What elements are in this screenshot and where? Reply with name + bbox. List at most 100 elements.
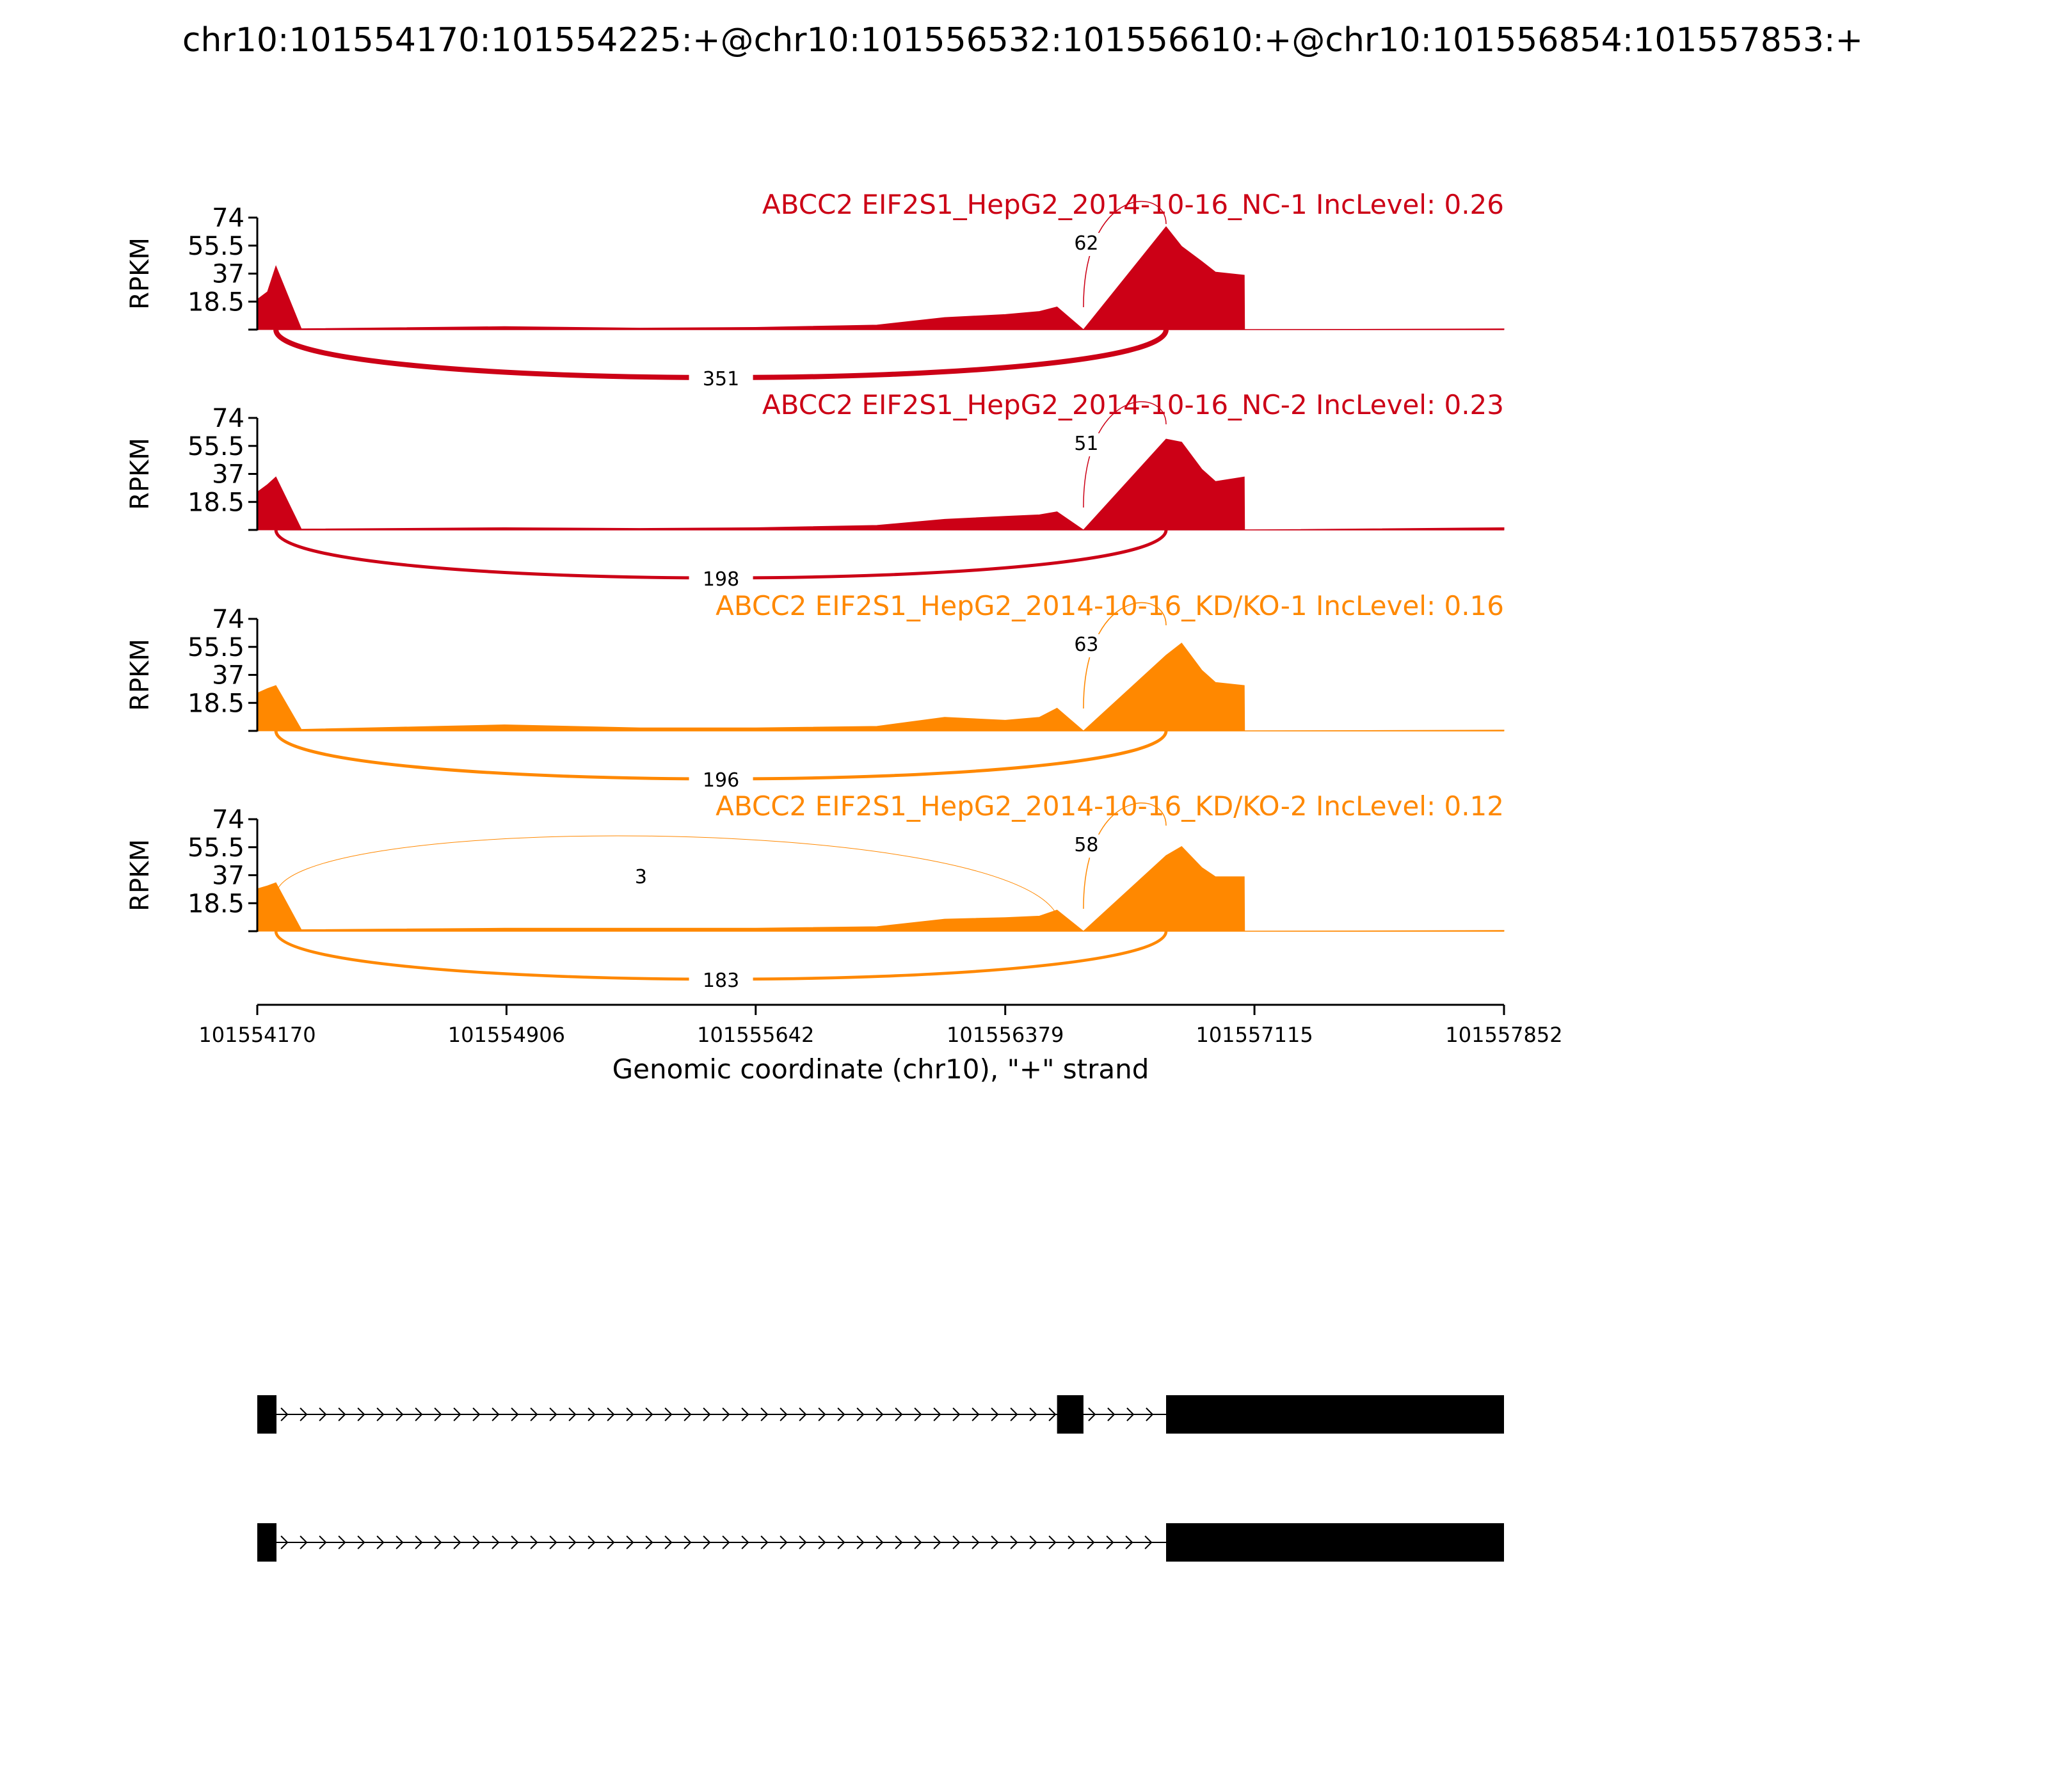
y-tick-label: 37: [212, 260, 244, 289]
strand-arrow: [396, 1407, 404, 1421]
y-tick-label: 37: [212, 861, 244, 891]
x-axis: Genomic coordinate (chr10), "+" strand 1…: [198, 1004, 1563, 1085]
strand-arrow: [280, 1407, 289, 1421]
strand-arrow: [664, 1535, 673, 1549]
transcript-track: [257, 1395, 1504, 1562]
strand-arrow: [453, 1535, 461, 1549]
strand-arrow: [972, 1535, 980, 1549]
strand-arrow: [1126, 1407, 1135, 1421]
figure-title: chr10:101554170:101554225:+@chr10:101556…: [182, 21, 1863, 60]
strand-arrow: [530, 1407, 538, 1421]
strand-arrow: [357, 1535, 365, 1549]
strand-arrow: [645, 1535, 653, 1549]
strand-arrow: [434, 1535, 442, 1549]
junction-label-bg: [689, 569, 753, 592]
strand-arrow: [933, 1535, 941, 1549]
y-tick-label: 55.5: [188, 432, 244, 461]
strand-arrow: [607, 1535, 615, 1549]
strand-arrow: [837, 1535, 845, 1549]
strand-arrow: [741, 1535, 749, 1549]
strand-arrow: [1144, 1535, 1153, 1549]
x-tick-label: 101555642: [697, 1023, 814, 1047]
junction-label-bg: [689, 369, 753, 392]
strand-arrow: [549, 1535, 557, 1549]
junction-label-bg: [1060, 835, 1112, 858]
transcript: [257, 1395, 1504, 1434]
strand-arrow: [626, 1535, 634, 1549]
strand-arrow: [799, 1535, 807, 1549]
strand-arrow: [1107, 1407, 1116, 1421]
strand-arrow: [626, 1407, 634, 1421]
strand-arrow: [568, 1407, 577, 1421]
y-tick-label: 55.5: [188, 232, 244, 261]
junction-arc: [1083, 602, 1167, 709]
strand-arrow: [780, 1535, 788, 1549]
strand-arrow: [1010, 1535, 1018, 1549]
strand-arrow: [588, 1535, 596, 1549]
strand-arrow: [588, 1407, 596, 1421]
exon-block: [1057, 1395, 1084, 1434]
junction-arc: [1083, 200, 1167, 308]
strand-arrow: [703, 1407, 711, 1421]
strand-arrow: [434, 1407, 442, 1421]
strand-arrow: [453, 1407, 461, 1421]
strand-arrow: [780, 1407, 788, 1421]
junction-arc: [1083, 802, 1167, 909]
strand-arrow: [760, 1407, 769, 1421]
panel-title: ABCC2 EIF2S1_HepG2_2014-10-16_KD/KO-1 In…: [716, 590, 1504, 621]
strand-arrow: [645, 1407, 653, 1421]
strand-arrow: [722, 1407, 730, 1421]
strand-arrow: [280, 1535, 289, 1549]
strand-arrow: [492, 1535, 500, 1549]
y-axis-label: RPKM: [125, 639, 155, 711]
strand-arrow: [914, 1407, 922, 1421]
strand-arrow: [1088, 1407, 1096, 1421]
junction-label: 183: [703, 970, 739, 992]
x-axis-label: Genomic coordinate (chr10), "+" strand: [612, 1053, 1149, 1085]
strand-arrow: [1048, 1535, 1057, 1549]
strand-arrow: [684, 1535, 692, 1549]
strand-arrow: [1068, 1535, 1076, 1549]
y-tick-label: 18.5: [188, 488, 244, 517]
y-tick-label: 37: [212, 460, 244, 490]
strand-arrow: [799, 1407, 807, 1421]
strand-arrow: [511, 1407, 519, 1421]
strand-arrow: [876, 1407, 884, 1421]
strand-arrow: [1087, 1535, 1095, 1549]
x-tick-label: 101557115: [1196, 1023, 1313, 1047]
strand-arrow: [568, 1535, 577, 1549]
strand-arrow: [1010, 1407, 1018, 1421]
strand-arrow: [895, 1535, 903, 1549]
strand-arrow: [952, 1407, 961, 1421]
y-tick-label: 74: [212, 805, 244, 835]
strand-arrow: [972, 1407, 980, 1421]
strand-arrow: [914, 1535, 922, 1549]
strand-arrow: [376, 1535, 385, 1549]
junction-label: 196: [703, 769, 739, 792]
strand-arrow: [741, 1407, 749, 1421]
strand-arrow: [319, 1535, 327, 1549]
strand-arrow: [300, 1535, 308, 1549]
strand-arrow: [684, 1407, 692, 1421]
junction-label: 351: [703, 368, 739, 390]
junction-label-bg: [1060, 233, 1112, 256]
strand-arrow: [472, 1535, 481, 1549]
transcript: [257, 1523, 1504, 1562]
y-tick-label: 74: [212, 404, 244, 433]
junction-label: 58: [1074, 834, 1098, 856]
strand-arrow: [1048, 1407, 1057, 1421]
junction-label-bg: [1060, 433, 1112, 456]
x-tick-label: 101554170: [198, 1023, 316, 1047]
junction-label: 51: [1074, 433, 1098, 455]
strand-arrow: [991, 1407, 999, 1421]
y-tick-label: 74: [212, 204, 244, 233]
y-axis-label: RPKM: [125, 237, 155, 310]
panel-title: ABCC2 EIF2S1_HepG2_2014-10-16_NC-1 IncLe…: [762, 189, 1504, 220]
strand-arrow: [818, 1535, 826, 1549]
y-tick-label: 74: [212, 605, 244, 634]
strand-arrow: [357, 1407, 365, 1421]
strand-arrow: [837, 1407, 845, 1421]
strand-arrow: [818, 1407, 826, 1421]
strand-arrow: [1106, 1535, 1114, 1549]
